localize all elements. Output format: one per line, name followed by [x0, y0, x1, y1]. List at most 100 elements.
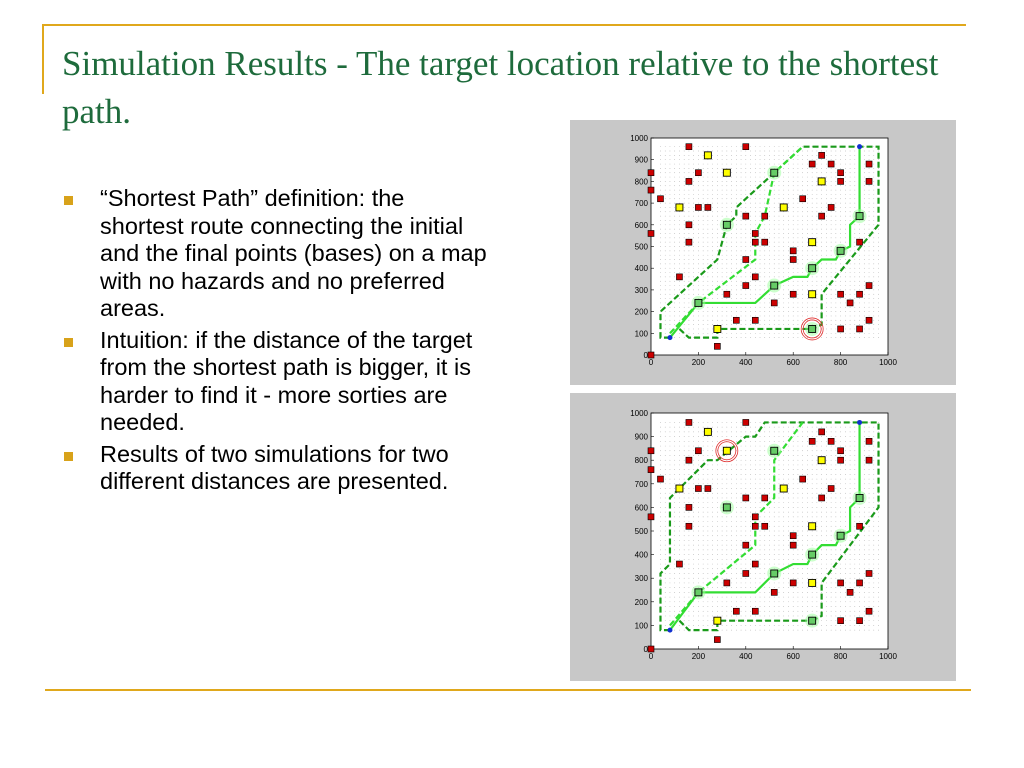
grid-dot [783, 298, 785, 299]
grid-dot [830, 285, 832, 286]
grid-dot [783, 155, 785, 156]
hazard-marker [714, 636, 721, 643]
grid-dot [717, 194, 718, 195]
grid-dot [712, 606, 713, 607]
hazard-marker [827, 438, 835, 445]
grid-dot [811, 228, 813, 230]
grid-dot [750, 431, 751, 433]
grid-dot [811, 464, 813, 466]
grid-dot [863, 194, 865, 195]
grid-dot [863, 455, 865, 456]
grid-dot [844, 464, 846, 466]
grid-dot [683, 455, 685, 456]
grid-dot [707, 577, 709, 579]
grid-dot [745, 615, 747, 617]
grid-dot [740, 563, 742, 565]
grid-dot [878, 237, 879, 239]
grid-dot [664, 525, 666, 527]
grid-dot [844, 488, 846, 489]
grid-dot [854, 592, 856, 593]
grid-dot [660, 150, 661, 152]
grid-dot [735, 254, 737, 256]
bullet-item: Results of two simulations for two diffe… [60, 441, 490, 496]
grid-dot [683, 511, 685, 513]
grid-dot [854, 150, 856, 152]
grid-dot [816, 172, 818, 174]
grid-dot [802, 431, 804, 433]
grid-dot [840, 285, 841, 286]
grid-dot [693, 189, 695, 191]
grid-dot [745, 440, 747, 442]
grid-dot [783, 202, 785, 204]
hazard-marker [685, 178, 693, 185]
grid-dot [740, 263, 742, 265]
grid-dot [769, 155, 770, 156]
grid-dot [754, 163, 756, 165]
grid-dot [660, 554, 661, 555]
grid-dot [731, 455, 732, 456]
grid-dot [783, 189, 785, 191]
grid-dot [868, 431, 870, 433]
grid-dot [792, 577, 794, 579]
grid-dot [868, 549, 870, 551]
grid-dot [769, 267, 770, 269]
hazard-marker [761, 238, 769, 246]
grid-dot [854, 202, 856, 204]
grid-dot [731, 478, 732, 480]
hazard-marker [647, 466, 655, 473]
grid-dot [849, 426, 851, 428]
grid-dot [717, 474, 718, 475]
hazard-marker [685, 456, 693, 464]
grid-dot [707, 558, 709, 560]
hazard-marker [770, 299, 778, 307]
grid-dot [702, 233, 704, 234]
grid-dot [683, 267, 685, 269]
grid-dot [674, 610, 676, 612]
grid-dot [669, 483, 671, 485]
hazard-marker [799, 195, 806, 203]
grid-dot [868, 311, 870, 312]
grid-dot [750, 337, 751, 338]
grid-dot [660, 540, 661, 541]
grid-dot [807, 483, 808, 485]
grid-dot [821, 224, 822, 226]
grid-dot [802, 202, 804, 204]
grid-dot [859, 596, 860, 598]
grid-dot [735, 185, 737, 187]
grid-dot [788, 606, 789, 607]
grid-dot [788, 306, 789, 308]
waypoint-marker [722, 220, 731, 229]
grid-dot [693, 224, 695, 226]
grid-dot [660, 215, 661, 217]
grid-dot [783, 168, 785, 169]
grid-dot [759, 150, 761, 152]
grid-dot [807, 436, 808, 437]
grid-dot [778, 220, 780, 221]
grid-dot [740, 146, 742, 148]
grid-dot [731, 289, 732, 291]
grid-dot [664, 521, 666, 522]
grid-dot [754, 459, 756, 461]
grid-dot [788, 511, 789, 513]
grid-dot [669, 469, 671, 470]
grid-dot [664, 228, 666, 230]
grid-dot [811, 194, 813, 195]
grid-dot [764, 207, 766, 208]
grid-dot [693, 516, 695, 518]
grid-dot [773, 150, 775, 152]
grid-dot [702, 459, 704, 461]
grid-dot [712, 620, 713, 622]
grid-dot [826, 464, 827, 466]
hazard-marker [865, 178, 873, 185]
grid-dot [764, 474, 766, 475]
grid-dot [702, 544, 704, 546]
grid-dot [873, 620, 875, 622]
grid-dot [707, 422, 709, 423]
grid-dot [840, 272, 841, 273]
grid-dot [868, 582, 870, 584]
grid-dot [731, 272, 732, 273]
grid-dot [698, 497, 699, 499]
grid-dot [735, 563, 737, 565]
grid-dot [698, 155, 699, 156]
grid-dot [844, 198, 846, 200]
